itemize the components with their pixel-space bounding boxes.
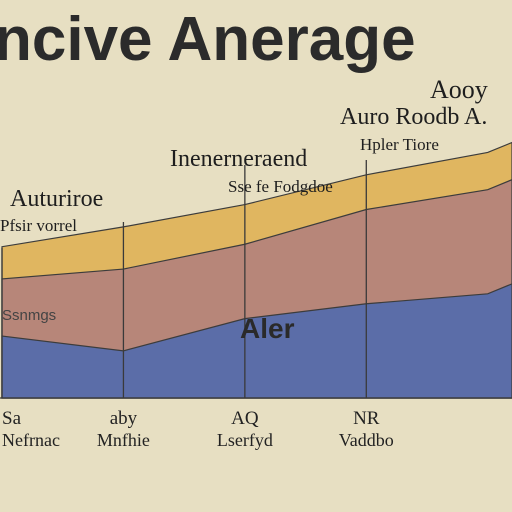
annotation-sub-2: Hpler Tiore — [360, 135, 439, 154]
band-label: Ssnmgs — [2, 307, 56, 324]
area-label: Aler — [240, 313, 295, 344]
x-tick-label-3: NR — [353, 408, 380, 429]
annotation-sub-1: Sse fe Fodgdoe — [228, 177, 333, 196]
x-tick-label-1: aby — [110, 408, 138, 429]
x-tick-label-2: AQ — [231, 408, 259, 429]
chart-title: ncive Anerage — [0, 5, 416, 74]
x-tick-sublabel-0: Nefrnac — [2, 430, 60, 450]
top-right-label: Aooy — [430, 75, 488, 104]
x-tick-label-0: Sa — [2, 408, 22, 429]
annotation-sub-0: Pfsir vorrel — [0, 216, 77, 235]
x-tick-sublabel-3: Vaddbo — [339, 430, 394, 450]
annotations: Auturiroe Pfsir vorrel Inenerneraend Sse fe… — [0, 104, 487, 235]
area-layers — [1, 141, 512, 399]
x-tick-sublabel-2: Lserfyd — [217, 430, 273, 450]
annotation-head-2: Auro Roodb A. — [340, 104, 487, 130]
vertical-guides — [1, 160, 367, 398]
annotation-head-0: Auturiroe — [10, 186, 103, 212]
x-tick-sublabel-1: Mnfhie — [97, 430, 150, 450]
annotation-head-1: Inenerneraend — [170, 146, 307, 172]
